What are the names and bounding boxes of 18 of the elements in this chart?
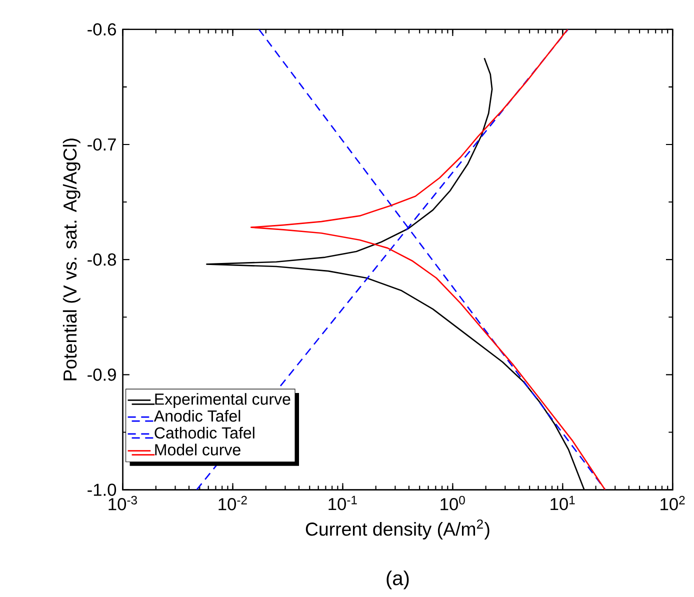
x-tick-label: 10$^{1}$ <box>550 496 575 510</box>
y-tick-label: -0.9 <box>88 368 116 382</box>
y-tick-label: -0.6 <box>88 23 116 36</box>
legend-label: Model curve <box>155 444 240 456</box>
legend-label: Experimental curve <box>155 393 290 408</box>
x-tick-label: 10$^{-2}$ <box>218 496 247 511</box>
y-tick-label: -0.7 <box>88 138 116 151</box>
x-tick-label: 10$^{2}$ <box>660 496 685 511</box>
text: (a) <box>386 570 409 590</box>
legend-label: Anodic Tafel <box>154 410 240 422</box>
legend-label: Cathodic Tafel <box>154 427 254 439</box>
y-tick-label: -1.0 <box>88 484 116 496</box>
x-tick-label: 10$^{-3}$ <box>108 496 137 511</box>
y-tick-label: -0.8 <box>88 254 116 266</box>
x-tick-label: 10$^{-1}$ <box>328 496 357 510</box>
x-tick-label: 10$^{0}$ <box>440 496 465 511</box>
y-axis-title: Potential (V vs. sat. Ag/AgCl) <box>62 138 80 380</box>
x-axis-title: Current density (A/m$^{2}$) <box>306 520 490 540</box>
